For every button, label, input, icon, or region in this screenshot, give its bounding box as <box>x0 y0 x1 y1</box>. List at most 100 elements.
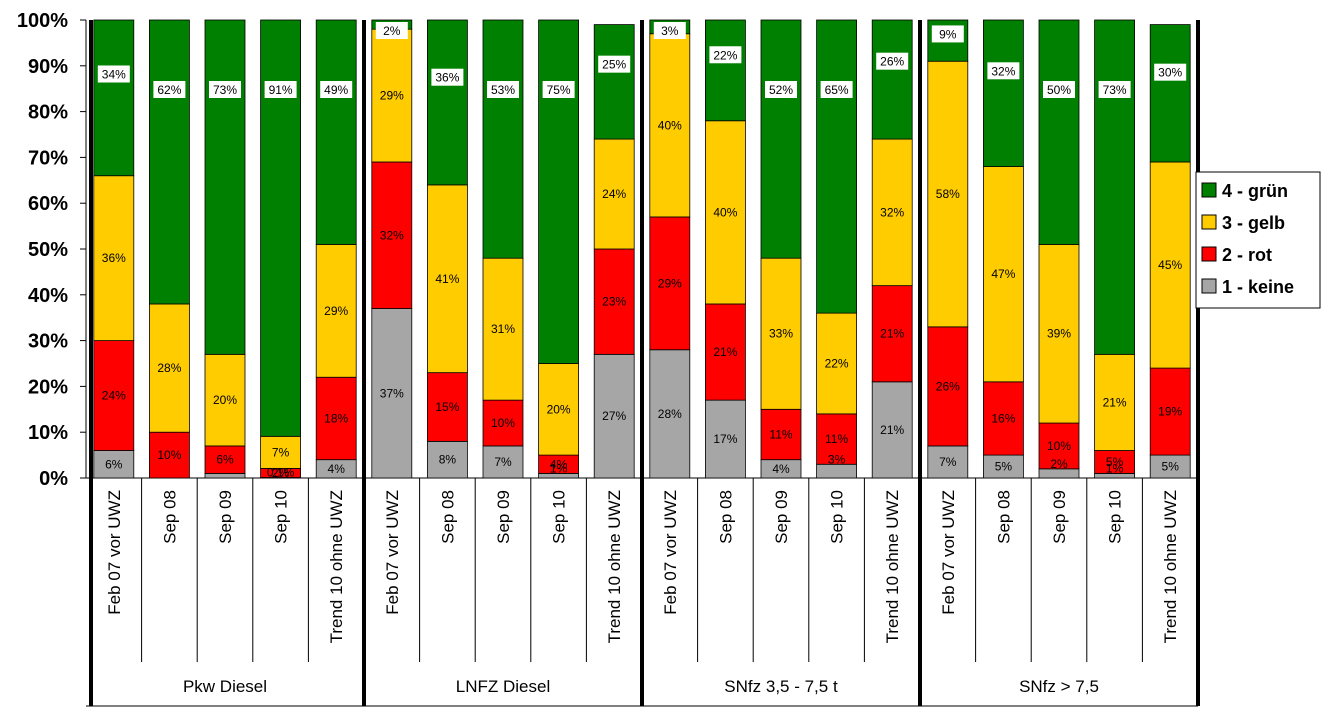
data-label: 8% <box>439 453 457 467</box>
data-label: 10% <box>491 416 515 430</box>
data-label-box <box>653 22 686 39</box>
data-label-box <box>153 81 186 98</box>
data-label: 23% <box>602 295 626 309</box>
y-tick-label: 30% <box>28 331 68 353</box>
data-label: 20% <box>547 402 571 416</box>
bar-segment <box>148 19 190 305</box>
group-label: Pkw Diesel <box>183 677 267 696</box>
data-label: 24% <box>102 389 126 403</box>
legend-swatch <box>1201 214 1217 230</box>
category-label: Sep 10 <box>550 490 569 544</box>
data-label: 24% <box>602 187 626 201</box>
bar-segment <box>1094 19 1135 355</box>
data-label: 21% <box>713 345 737 359</box>
data-label-box <box>987 62 1020 80</box>
data-label: 10% <box>1047 439 1071 453</box>
legend-label: 3 - gelb <box>1222 213 1285 233</box>
legend-swatch <box>1201 182 1217 198</box>
category-axis: Feb 07 vor UWZ Sep 08 Sep 09 Sep 10 Trend 10… <box>105 490 1180 696</box>
data-label: 40% <box>713 205 737 219</box>
data-label: 36% <box>102 251 126 265</box>
bar-segment <box>816 413 857 465</box>
data-label: 50% <box>1047 83 1071 97</box>
bar-segment <box>315 244 357 378</box>
data-label: 9% <box>939 27 957 41</box>
category-label: Feb 07 vor UWZ <box>661 490 680 615</box>
bar-segment <box>927 326 969 447</box>
data-label: 2% <box>1050 457 1068 471</box>
bar-segment <box>983 166 1024 383</box>
data-label: 21% <box>880 327 904 341</box>
group-label: SNfz > 7,5 <box>1019 677 1099 696</box>
bar-segment <box>705 303 746 401</box>
data-label: 26% <box>936 379 960 393</box>
data-label-box <box>209 81 241 98</box>
data-label: 52% <box>769 83 793 97</box>
category-label: Sep 10 <box>828 490 847 544</box>
data-label: 33% <box>769 327 793 341</box>
category-label: Sep 09 <box>772 490 791 544</box>
bar-segment <box>593 24 635 140</box>
bar-segment <box>371 161 413 309</box>
bar-segment <box>371 308 413 479</box>
legend-swatch <box>1201 246 1217 262</box>
category-label: Sep 10 <box>1106 490 1125 544</box>
category-label: Trend 10 ohne UWZ <box>883 490 902 643</box>
data-label: 22% <box>825 357 849 371</box>
bar-segment <box>705 120 746 305</box>
bar-segment <box>593 353 635 479</box>
group-label: SNfz 3,5 - 7,5 t <box>724 677 838 696</box>
bar-segment <box>204 473 246 479</box>
y-tick-label: 20% <box>28 376 68 398</box>
category-label: Feb 07 vor UWZ <box>939 490 958 615</box>
data-label: 1% <box>550 461 568 475</box>
data-label: 40% <box>658 118 682 132</box>
category-label: Sep 08 <box>994 490 1013 544</box>
data-label-box <box>431 68 464 86</box>
bar-segment <box>649 216 691 351</box>
legend-box <box>1195 171 1321 309</box>
data-label: 21% <box>880 423 904 437</box>
category-label: Sep 08 <box>438 490 457 544</box>
data-label: 73% <box>213 83 237 97</box>
category-label: Feb 07 vor UWZ <box>105 490 124 615</box>
data-label: 5% <box>995 460 1013 474</box>
data-label: 39% <box>1047 327 1071 341</box>
data-label-box <box>598 55 631 73</box>
bar-segment <box>482 19 524 259</box>
bar-segment <box>760 19 802 259</box>
data-label: 25% <box>602 58 626 72</box>
bar-segment <box>426 184 468 374</box>
data-label-box <box>487 81 519 98</box>
category-label: Sep 08 <box>160 490 179 544</box>
data-label: 58% <box>936 187 960 201</box>
data-label-box <box>1154 63 1187 81</box>
data-label-box <box>542 81 575 98</box>
data-label: 27% <box>602 409 626 423</box>
bar-segment <box>593 248 635 355</box>
category-label: Sep 09 <box>216 490 235 544</box>
bar-segment <box>426 440 468 479</box>
category-label: Sep 09 <box>494 490 513 544</box>
bar-segment <box>315 376 357 461</box>
data-label: 4% <box>772 462 790 476</box>
bar-segment <box>538 363 579 456</box>
y-tick-label: 40% <box>28 285 68 307</box>
data-label: 29% <box>324 304 348 318</box>
bar-segment <box>705 399 746 479</box>
bar-segment <box>93 175 135 342</box>
bar-segment <box>1149 24 1191 163</box>
chart-bars <box>93 19 1191 479</box>
data-label: 34% <box>102 68 126 82</box>
bar-segment <box>816 19 857 314</box>
bar-segment <box>93 340 135 451</box>
bar-segment <box>927 60 969 328</box>
bar-segment <box>1038 19 1080 245</box>
y-tick-label: 80% <box>28 102 68 124</box>
category-label: Trend 10 ohne UWZ <box>605 490 624 643</box>
bar-segment <box>1149 367 1191 456</box>
legend-label: 1 - keine <box>1222 277 1294 297</box>
bar-segment <box>204 445 246 474</box>
data-label-box <box>1043 81 1075 98</box>
bar-segment <box>93 450 135 479</box>
